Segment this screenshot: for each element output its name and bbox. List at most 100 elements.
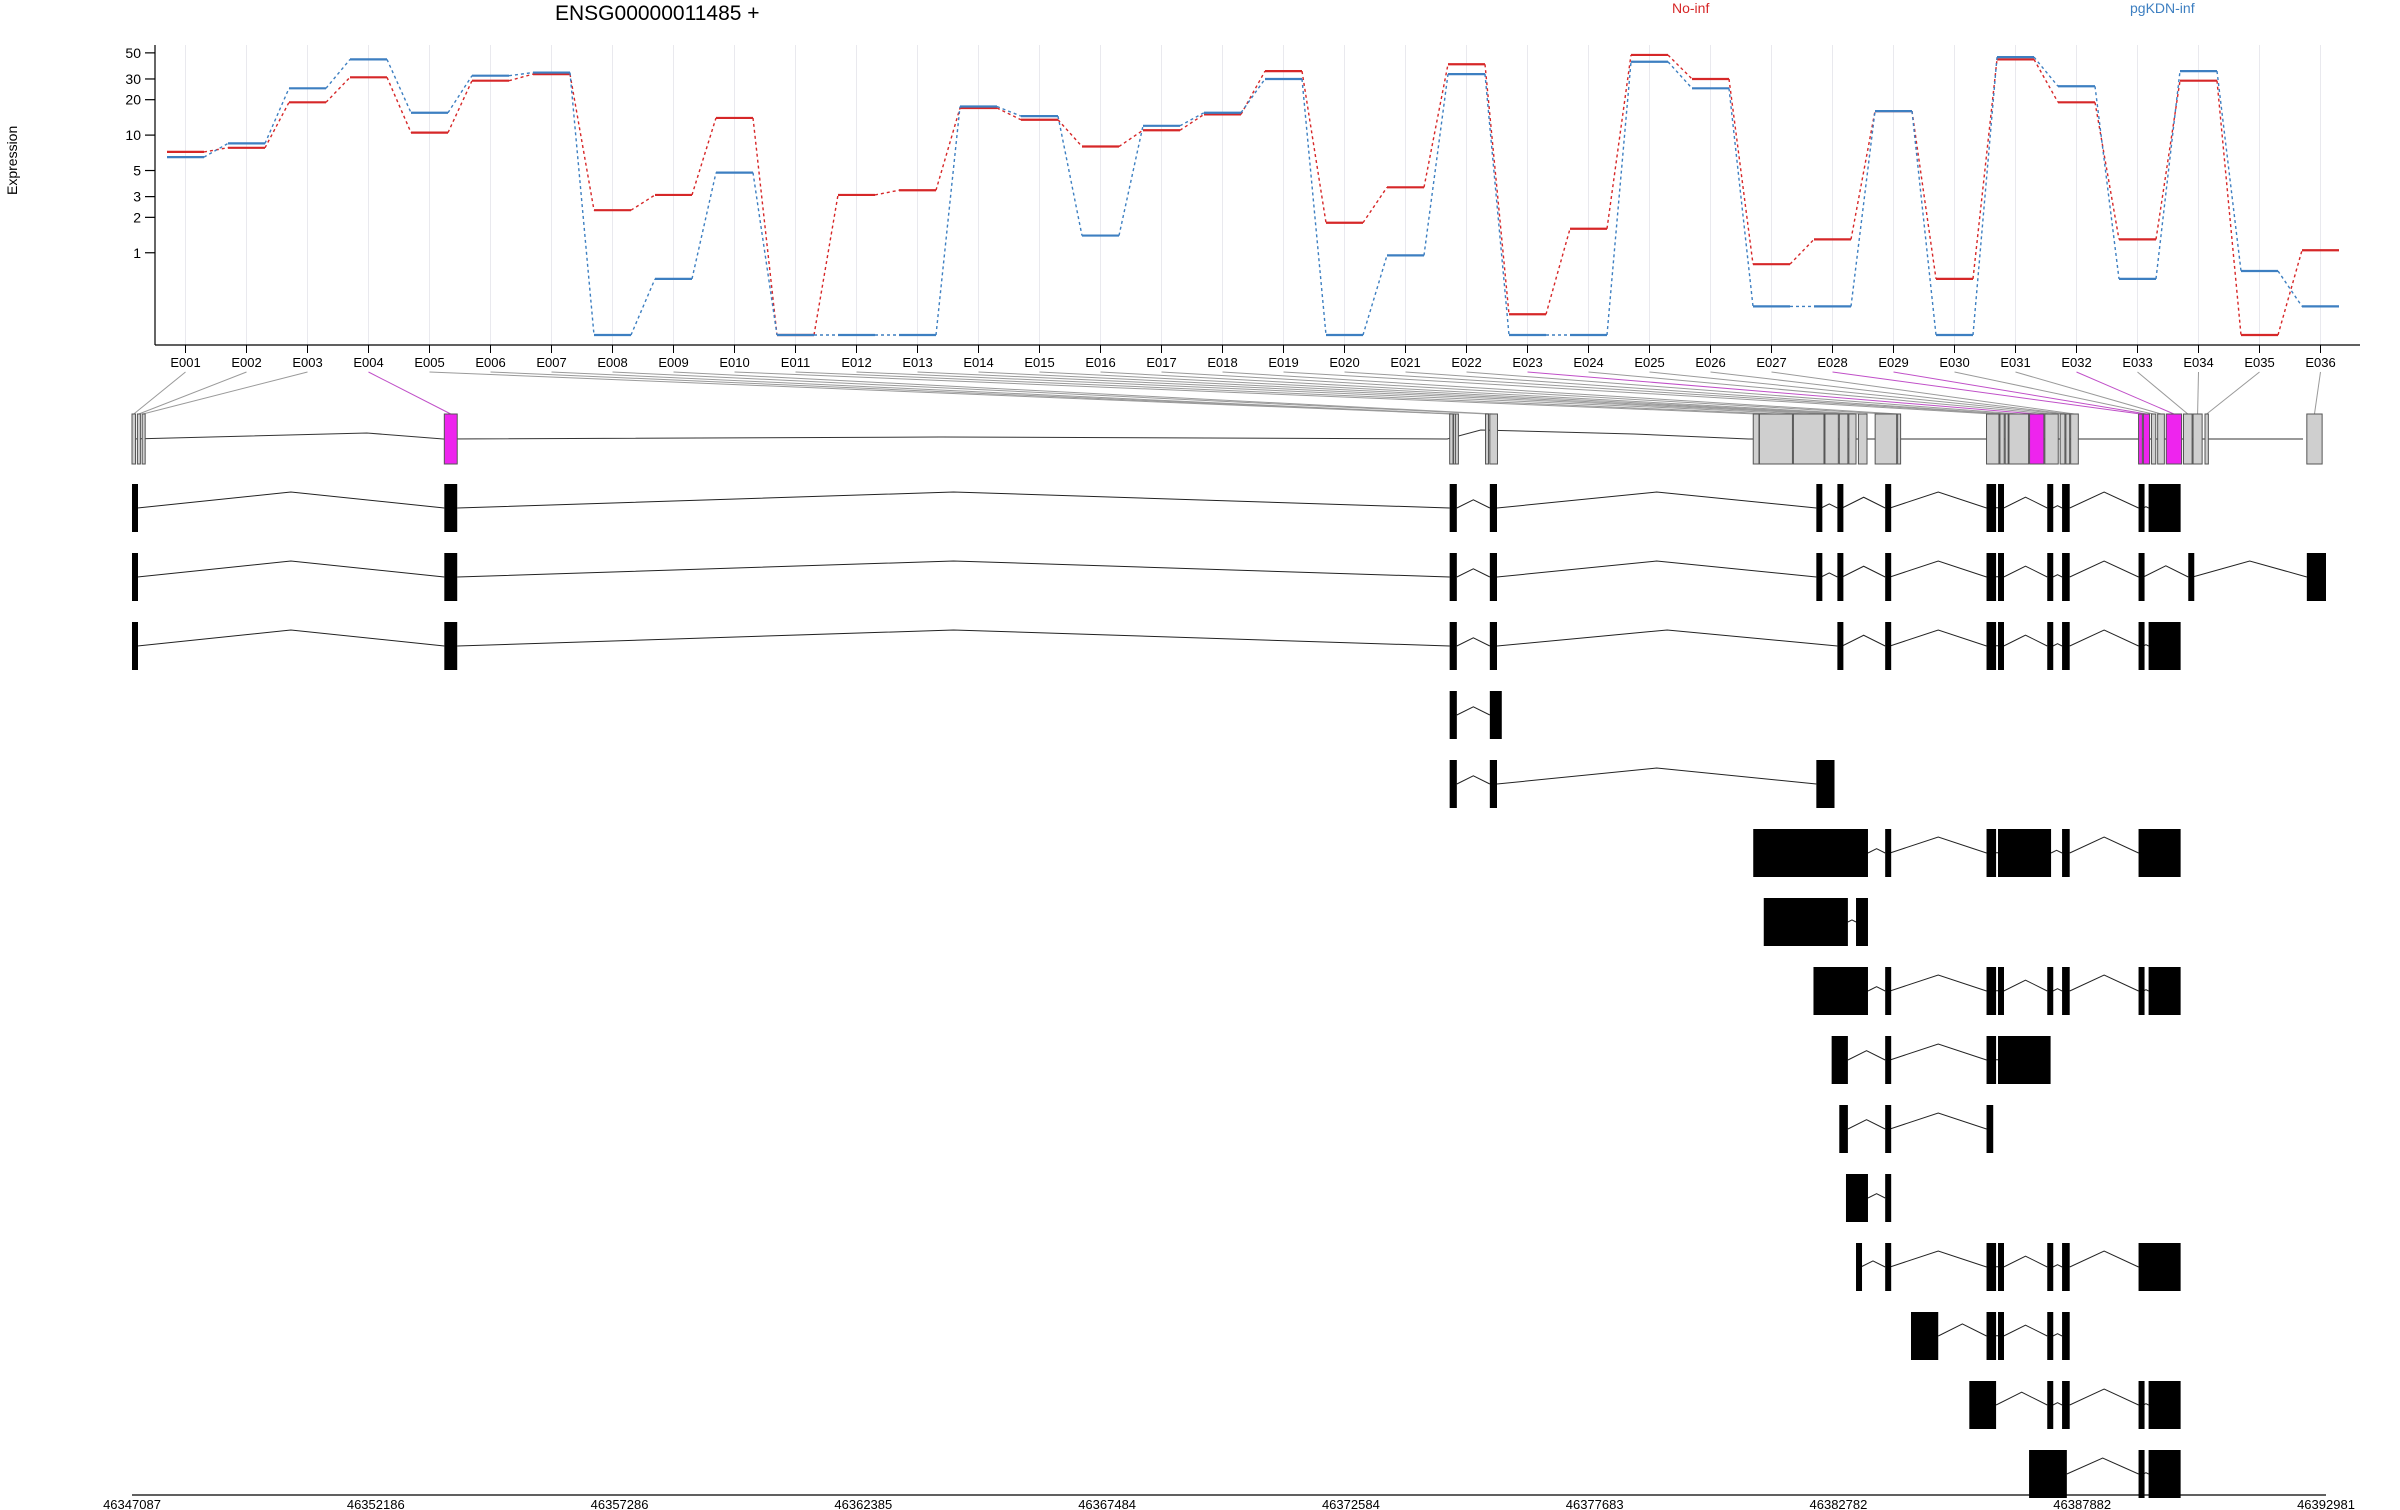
transcript-exon: [2047, 484, 2054, 532]
series-1-connector: [1850, 111, 1876, 307]
series-1-connector: [1606, 61, 1632, 336]
x-tick-label: E025: [1634, 355, 1664, 370]
transcript-intron: [2052, 1264, 2063, 1268]
transcript-intron: [457, 491, 1450, 509]
genomic-tick-label: 46387882: [2053, 1497, 2111, 1510]
series-0-connector: [752, 117, 778, 336]
exon-mapping-line: [1832, 371, 2141, 415]
exon-mapping-line: [1954, 371, 2154, 415]
gene-model-exon: [131, 413, 136, 465]
x-tick-label: E035: [2244, 355, 2274, 370]
exon-mapping-line: [1405, 371, 2007, 415]
x-tick-label: E009: [658, 355, 688, 370]
transcript-intron: [1889, 1043, 1987, 1061]
gene-model-exon: [1752, 413, 1760, 465]
series-0-connector: [1850, 110, 1876, 240]
exon-mapping-line: [133, 371, 186, 415]
x-tick-label: E015: [1024, 355, 1054, 370]
transcript-exon: [2138, 622, 2145, 670]
series-1-connector: [2033, 56, 2059, 87]
transcript-intron: [2066, 1457, 2139, 1475]
transcript-exon: [1998, 484, 2005, 532]
series-1-connector: [1179, 112, 1205, 127]
transcript-exon: [1449, 484, 1457, 532]
series-1-connector: [1667, 61, 1693, 89]
series-1-connector: [386, 59, 412, 114]
transcript-intron: [1867, 848, 1886, 854]
gene-model-exon: [2182, 413, 2193, 465]
transcript-exon: [2062, 829, 2070, 877]
gene-model-exon: [2138, 413, 2143, 465]
exon-mapping-line: [1710, 371, 2068, 415]
transcript-exon: [1489, 484, 1497, 532]
gene-model-exon: [2192, 413, 2203, 465]
series-1-connector: [569, 72, 595, 336]
transcript-exon: [1998, 622, 2005, 670]
series-1-connector: [1423, 74, 1449, 256]
transcript-intron: [2052, 505, 2063, 509]
transcript-exon: [1998, 1036, 2051, 1084]
y-tick-label: 3: [133, 189, 141, 205]
series-0-connector: [996, 107, 1022, 121]
legend-entry-pgkdn-inf: pgKDN-inf: [2130, 0, 2195, 16]
gene-model-exon: [2165, 413, 2183, 465]
transcript-exon: [444, 622, 458, 670]
x-tick-label: E012: [841, 355, 871, 370]
transcript-exon: [1969, 1381, 1997, 1429]
series-0-connector: [1362, 186, 1388, 224]
transcript-exon: [1998, 829, 2052, 877]
transcript-exon: [1489, 760, 1497, 808]
series-1-connector: [325, 58, 351, 89]
transcript-exon: [444, 484, 458, 532]
transcript-intron: [2050, 849, 2063, 854]
transcript-exon: [2047, 1381, 2054, 1429]
series-0-connector: [813, 194, 839, 336]
exon-mapping-line: [1588, 371, 2052, 415]
exon-mapping-line: [2137, 371, 2189, 415]
series-0-connector: [1118, 129, 1144, 148]
gene-model-exon: [2029, 413, 2045, 465]
series-1-connector: [1911, 111, 1937, 336]
transcript-intron: [2192, 560, 2307, 578]
series-1-connector: [935, 106, 961, 336]
series-0-connector: [1484, 64, 1510, 315]
exon-mapping-line: [138, 371, 247, 415]
transcript-exon: [1753, 829, 1868, 877]
transcript-exon: [1885, 1174, 1892, 1222]
series-0-connector: [2033, 59, 2059, 103]
series-0-connector: [1545, 228, 1571, 315]
exon-mapping-line: [429, 371, 1452, 415]
transcript-exon: [2062, 1312, 2070, 1360]
transcript-exon: [2138, 829, 2181, 877]
transcript-intron: [1456, 775, 1491, 785]
transcript-exon: [2138, 484, 2145, 532]
x-tick-label: E033: [2122, 355, 2152, 370]
series-1-connector: [203, 142, 229, 158]
transcript-exon: [2047, 967, 2054, 1015]
series-0-connector: [2155, 80, 2181, 240]
transcript-exon: [1449, 691, 1457, 739]
transcript-intron: [1820, 572, 1838, 578]
x-tick-label: E036: [2305, 355, 2335, 370]
transcript-exon: [1831, 1036, 1848, 1084]
series-0-connector: [874, 189, 900, 196]
gene-model-exon: [2070, 413, 2079, 465]
series-0-connector: [1911, 110, 1937, 279]
y-tick-label: 1: [133, 245, 141, 261]
exon-mapping-line: [978, 371, 1844, 415]
x-tick-label: E003: [292, 355, 322, 370]
exon-mapping-line: [551, 371, 1457, 415]
transcript-exon: [1489, 691, 1502, 739]
transcript-intron: [2052, 1333, 2063, 1337]
x-tick-label: E002: [231, 355, 261, 370]
transcript-exon: [444, 553, 458, 601]
transcript-intron: [1889, 1112, 1987, 1130]
series-1-connector: [1240, 78, 1266, 114]
transcript-exon: [1489, 622, 1497, 670]
transcript-intron: [1841, 634, 1886, 647]
transcript-intron: [137, 629, 445, 647]
transcript-exon: [2138, 967, 2145, 1015]
transcript-exon: [1813, 967, 1868, 1015]
transcript-intron: [1847, 1119, 1886, 1130]
